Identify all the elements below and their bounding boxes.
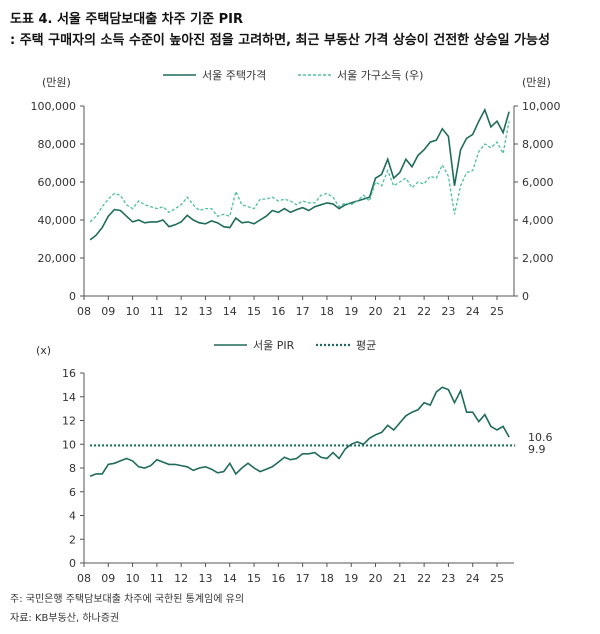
x-tick-label: 23	[441, 305, 455, 318]
left-tick-label: 60,000	[38, 176, 77, 189]
x-tick-label: 15	[247, 572, 261, 585]
series-line-housing-price	[89, 107, 510, 241]
right-tick-label: 0	[522, 290, 529, 303]
x-tick-label: 10	[126, 305, 140, 318]
chart-title: 도표 4. 서울 주택담보대출 차주 기준 PIR	[10, 12, 243, 27]
x-tick-label: 09	[101, 572, 115, 585]
series-line-household-income	[89, 121, 510, 223]
y-axis-unit: (x)	[36, 344, 51, 357]
x-tick-label: 12	[174, 305, 188, 318]
x-tick-label: 13	[198, 305, 212, 318]
x-tick-label: 13	[198, 572, 212, 585]
x-tick-label: 18	[320, 305, 334, 318]
series-line-pir	[89, 386, 510, 478]
housing-price-income-chart: (만원) (만원) 서울 주택가격 서울 가구소득 (우) 0 20,000 40,…	[31, 69, 561, 318]
x-tick-label: 11	[150, 305, 164, 318]
y-tick-label: 6	[69, 486, 76, 499]
x-tick-label: 20	[369, 305, 383, 318]
x-tick-label: 23	[441, 572, 455, 585]
x-tick-label: 12	[174, 572, 188, 585]
legend: 서울 주택가격 서울 가구소득 (우)	[163, 69, 423, 82]
chart-subtitle: : 주택 구매자의 소득 수준이 높아진 점을 고려하면, 최근 부동산 가격 …	[10, 33, 550, 48]
x-tick-label: 17	[296, 305, 310, 318]
x-tick-label: 24	[466, 572, 480, 585]
x-tick-label: 08	[77, 572, 91, 585]
footnote: 주: 국민은행 주택담보대출 차주에 국한된 통계임에 유의	[10, 594, 245, 605]
left-tick-label: 0	[69, 290, 76, 303]
source-note: 자료: KB부동산, 하나증권	[10, 613, 120, 624]
left-axis-unit: (만원)	[42, 76, 71, 89]
x-tick-label: 19	[344, 572, 358, 585]
x-tick-label: 16	[271, 305, 285, 318]
x-tick-label: 14	[223, 305, 237, 318]
right-tick-label: 2,000	[522, 252, 554, 265]
x-tick-label: 21	[393, 572, 407, 585]
x-tick-label: 25	[490, 305, 504, 318]
x-tick-label: 16	[271, 572, 285, 585]
y-tick-label: 2	[69, 533, 76, 546]
x-tick-label: 25	[490, 572, 504, 585]
x-tick-label: 20	[369, 572, 383, 585]
x-tick-label: 21	[393, 305, 407, 318]
right-axis-unit: (만원)	[522, 76, 551, 89]
y-tick-label: 10	[62, 438, 76, 451]
right-tick-label: 6,000	[522, 176, 554, 189]
legend-label-income: 서울 가구소득 (우)	[337, 69, 423, 82]
left-tick-label: 40,000	[38, 214, 77, 227]
legend-label-price: 서울 주택가격	[202, 69, 266, 82]
x-tick-label: 15	[247, 305, 261, 318]
right-tick-label: 8,000	[522, 138, 554, 151]
end-label-average: 9.9	[528, 443, 546, 456]
y-tick-label: 0	[69, 557, 76, 570]
x-tick-label: 22	[417, 305, 431, 318]
x-tick-label: 09	[101, 305, 115, 318]
left-tick-label: 80,000	[38, 138, 77, 151]
legend-label-average: 평균	[356, 339, 376, 352]
end-label-pir: 10.6	[528, 431, 553, 444]
x-tick-label: 14	[223, 572, 237, 585]
y-tick-label: 4	[69, 510, 76, 523]
y-tick-label: 16	[62, 367, 76, 380]
x-tick-label: 17	[296, 572, 310, 585]
x-tick-label: 11	[150, 572, 164, 585]
x-tick-label: 08	[77, 305, 91, 318]
x-tick-label: 24	[466, 305, 480, 318]
left-tick-label: 100,000	[31, 100, 77, 113]
right-tick-label: 10,000	[522, 100, 561, 113]
y-tick-label: 12	[62, 415, 76, 428]
legend: 서울 PIR 평균	[214, 339, 376, 352]
x-tick-label: 10	[126, 572, 140, 585]
y-tick-label: 8	[69, 462, 76, 475]
left-tick-label: 20,000	[38, 252, 77, 265]
x-tick-label: 22	[417, 572, 431, 585]
right-tick-label: 4,000	[522, 214, 554, 227]
x-tick-label: 18	[320, 572, 334, 585]
x-tick-label: 19	[344, 305, 358, 318]
legend-label-pir: 서울 PIR	[253, 339, 295, 352]
y-tick-label: 14	[62, 391, 76, 404]
